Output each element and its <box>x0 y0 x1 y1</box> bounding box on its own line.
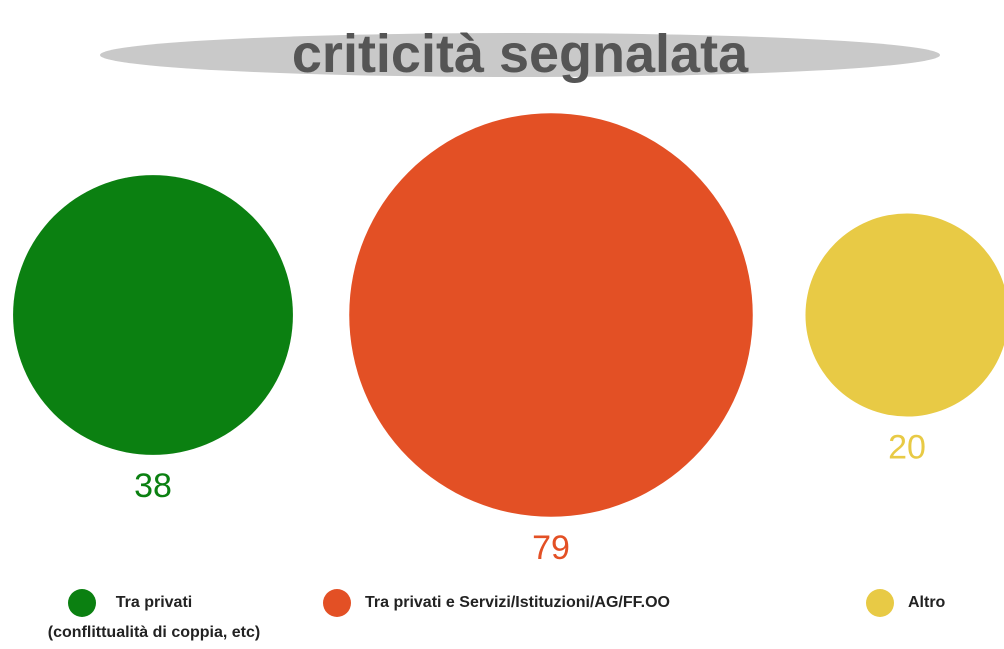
title-backdrop <box>100 33 940 77</box>
data-label: 20 <box>888 429 926 467</box>
bubble <box>805 213 1004 417</box>
legend-swatch <box>68 589 96 617</box>
legend-label: Tra privati e Servizi/Istituzioni/AG/FF.… <box>365 594 670 611</box>
legend-swatch <box>866 589 894 617</box>
chart-title: criticità segnalata <box>292 24 749 84</box>
legend-label: Altro <box>908 594 946 611</box>
bubble <box>349 113 753 517</box>
bubble <box>13 175 293 455</box>
data-label: 79 <box>532 529 570 567</box>
legend-swatch <box>323 589 351 617</box>
legend-label: Tra privati (conflittualità di coppia, e… <box>47 594 261 641</box>
data-label: 38 <box>134 467 172 505</box>
